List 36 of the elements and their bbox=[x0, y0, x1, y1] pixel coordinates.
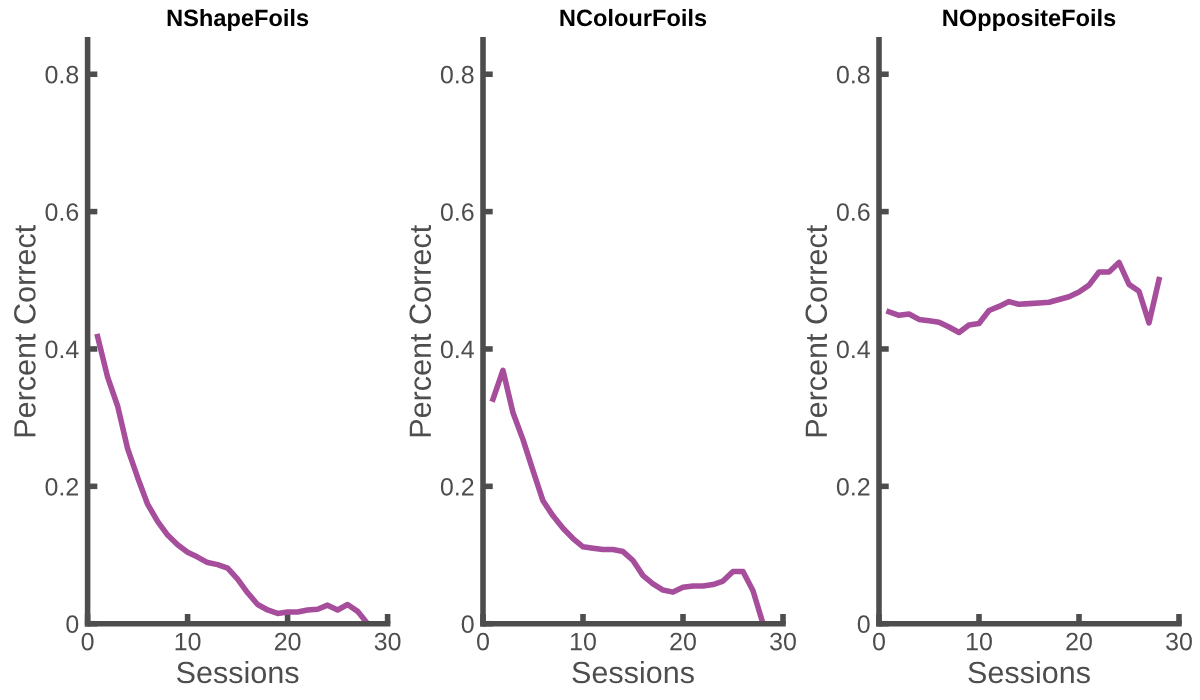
x-tick-label: 20 bbox=[1066, 632, 1092, 651]
chart-title: NColourFoils bbox=[560, 8, 707, 27]
y-tick-label: 0.2 bbox=[45, 477, 79, 496]
x-tick-label: 30 bbox=[1166, 632, 1192, 651]
x-tick-label: 0 bbox=[81, 632, 94, 651]
y-tick-label: 0 bbox=[857, 615, 870, 633]
y-tick-label: 0.8 bbox=[440, 65, 474, 84]
x-tick-label: 20 bbox=[670, 632, 696, 651]
x-axis-title: Sessions bbox=[968, 660, 1090, 684]
y-tick-label: 0.6 bbox=[440, 203, 474, 221]
y-tick-label: 0 bbox=[461, 615, 474, 633]
y-tick-label: 0 bbox=[66, 615, 79, 633]
y-axis-title: Percent Correct bbox=[409, 225, 432, 437]
y-tick-label: 0.2 bbox=[836, 477, 870, 496]
y-axis-title: Percent Correct bbox=[14, 225, 36, 437]
x-axis-title: Sessions bbox=[177, 660, 299, 684]
x-tick-label: 0 bbox=[477, 632, 489, 651]
x-tick-label: 0 bbox=[873, 632, 885, 651]
y-tick-label: 0.8 bbox=[836, 65, 870, 84]
x-axis-title: Sessions bbox=[572, 660, 694, 684]
y-tick-label: 0.4 bbox=[45, 340, 79, 359]
y-tick-label: 0.2 bbox=[440, 477, 474, 496]
y-tick-label: 0.6 bbox=[45, 203, 79, 221]
y-tick-label: 0.6 bbox=[836, 203, 870, 221]
chart-title: NOppositeFoils bbox=[943, 8, 1116, 31]
y-tick-label: 0.4 bbox=[836, 340, 870, 359]
y-tick-label: 0.4 bbox=[440, 340, 474, 359]
chart-title: NShapeFoils bbox=[167, 8, 309, 31]
y-tick-label: 0.8 bbox=[45, 65, 79, 84]
x-tick-label: 20 bbox=[274, 632, 301, 651]
x-tick-label: 10 bbox=[175, 632, 201, 651]
y-axis-title: Percent Correct bbox=[805, 225, 828, 437]
x-tick-label: 10 bbox=[967, 632, 992, 651]
x-tick-label: 30 bbox=[374, 632, 401, 651]
x-tick-label: 10 bbox=[571, 632, 596, 651]
x-tick-label: 30 bbox=[770, 632, 796, 651]
